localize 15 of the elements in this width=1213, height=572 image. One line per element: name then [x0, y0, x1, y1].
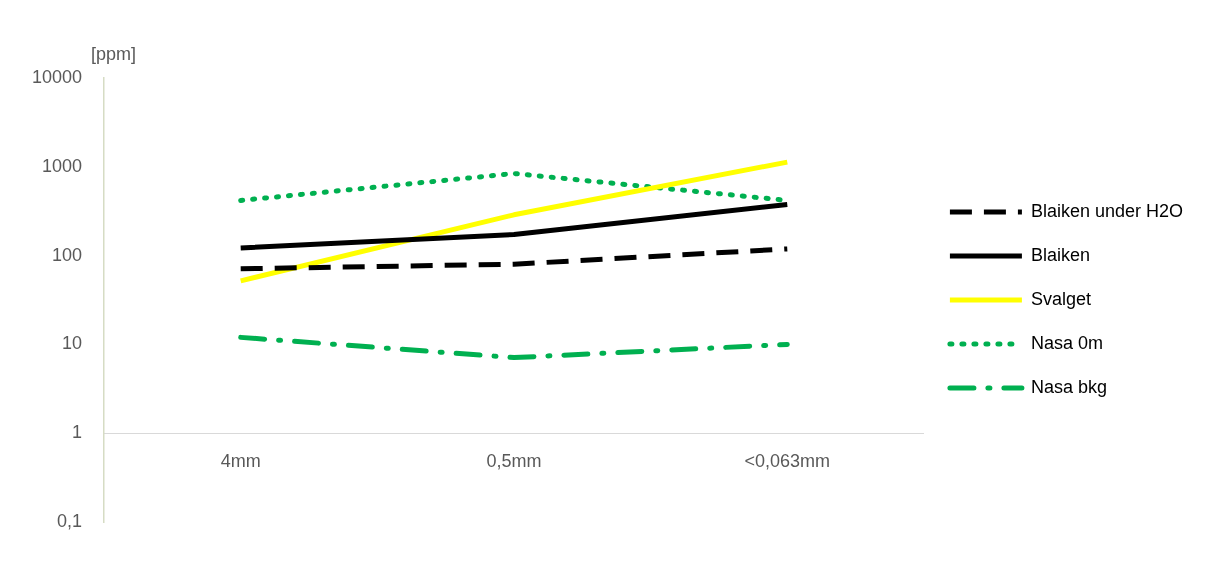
legend-label: Nasa bkg [1030, 376, 1107, 397]
legend-label: Svalget [1030, 288, 1091, 309]
y-tick-label: 0,1 [57, 510, 83, 531]
y-tick-label: 10 [62, 333, 83, 354]
y-axis-title: [ppm] [91, 43, 137, 64]
y-tick-label: 100 [52, 244, 83, 265]
legend-label: Blaiken under H2O [1030, 200, 1184, 221]
y-tick-label: 1000 [42, 155, 83, 176]
legend-label: Blaiken [1030, 244, 1090, 265]
x-tick-label: <0,063mm [744, 450, 831, 471]
y-tick-label: 1 [72, 422, 83, 443]
y-tick-label: 10000 [31, 66, 83, 87]
legend-label: Nasa 0m [1030, 332, 1103, 353]
x-tick-label: 0,5mm [486, 450, 542, 471]
x-tick-label: 4mm [220, 450, 261, 471]
